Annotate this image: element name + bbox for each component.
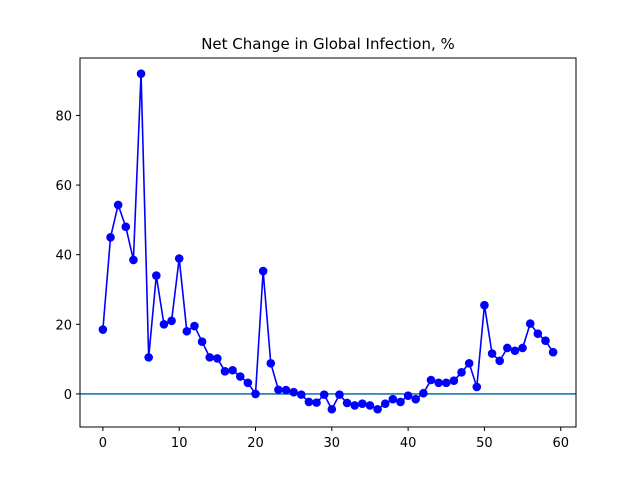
data-point <box>449 376 459 386</box>
data-point <box>205 353 215 362</box>
x-tick-label: 0 <box>99 436 107 451</box>
data-point <box>319 390 329 399</box>
data-point <box>464 359 474 368</box>
y-tick-label: 40 <box>55 249 72 264</box>
data-point <box>533 329 543 339</box>
chart-title: Net Change in Global Infection, % <box>201 35 455 53</box>
data-point <box>373 404 382 414</box>
x-tick-label: 30 <box>324 436 341 451</box>
data-point <box>350 401 360 410</box>
data-point <box>335 390 344 399</box>
data-point <box>190 321 199 331</box>
data-point <box>182 326 192 336</box>
data-point <box>518 343 527 353</box>
data-point <box>113 200 123 210</box>
data-point <box>296 390 306 399</box>
data-point <box>457 368 466 377</box>
data-point <box>121 222 131 232</box>
data-point <box>159 320 169 329</box>
data-point <box>266 359 276 368</box>
data-point <box>144 353 153 362</box>
data-point <box>251 389 260 399</box>
data-point <box>235 372 245 381</box>
data-point <box>510 346 520 356</box>
data-point <box>312 398 321 407</box>
data-point <box>167 316 176 326</box>
x-tick-label: 20 <box>247 436 264 451</box>
data-point <box>220 367 230 376</box>
data-point <box>174 254 184 263</box>
series-line <box>102 72 554 411</box>
data-point <box>327 404 337 414</box>
data-point <box>503 343 512 353</box>
data-point <box>243 378 253 388</box>
data-point <box>289 387 298 397</box>
data-point <box>197 337 207 347</box>
data-point <box>274 385 283 395</box>
plot-area <box>80 69 576 414</box>
data-point <box>411 394 421 404</box>
data-point <box>365 401 375 410</box>
data-point <box>403 391 413 400</box>
data-point <box>136 69 146 78</box>
x-tick-label: 60 <box>552 436 569 451</box>
data-point <box>541 336 550 345</box>
data-point <box>129 255 138 265</box>
data-point <box>434 378 443 388</box>
data-point <box>396 397 405 407</box>
data-point <box>441 378 451 388</box>
data-point <box>258 266 268 276</box>
x-tick-label: 40 <box>400 436 417 451</box>
data-point <box>472 382 482 392</box>
x-tick-label: 50 <box>476 436 493 451</box>
data-point <box>106 232 115 242</box>
data-point <box>525 319 535 328</box>
y-tick-label: 80 <box>55 109 72 124</box>
x-tick-label: 10 <box>171 436 188 451</box>
data-point <box>342 398 352 408</box>
data-point <box>304 397 314 407</box>
data-point <box>228 365 237 375</box>
data-point <box>281 385 291 395</box>
data-point <box>419 388 428 398</box>
data-point <box>487 349 497 358</box>
data-point <box>426 375 436 385</box>
y-tick-label: 0 <box>64 388 72 403</box>
data-point <box>358 399 367 408</box>
data-point <box>213 354 222 363</box>
data-point <box>548 347 558 357</box>
data-point <box>388 394 398 404</box>
data-point <box>495 356 504 366</box>
y-tick-label: 60 <box>55 179 72 194</box>
y-tick-label: 20 <box>55 318 72 333</box>
data-point <box>480 300 489 310</box>
data-point <box>98 325 108 334</box>
data-point <box>380 399 390 408</box>
plot-frame <box>79 57 577 428</box>
data-point <box>152 271 161 280</box>
